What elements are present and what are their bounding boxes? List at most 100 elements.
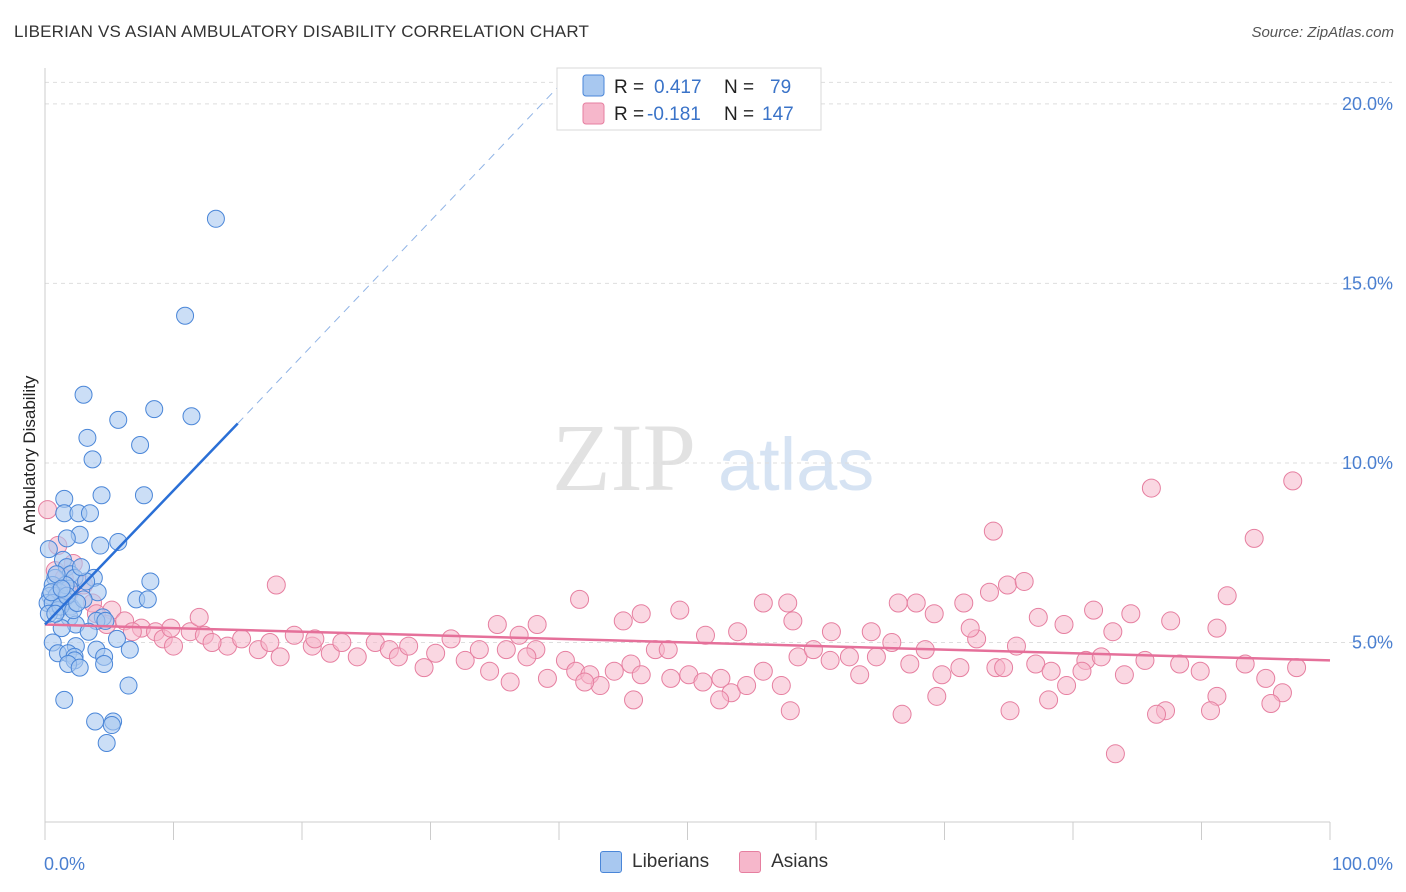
y-tick-label-0: 5.0%	[1352, 632, 1393, 652]
asian-point-24	[284, 625, 304, 645]
liberian-point-63	[86, 712, 105, 731]
liberian-point-47	[79, 622, 98, 641]
asian-point-113	[631, 604, 651, 624]
liberian-point-6	[78, 428, 97, 447]
asian-point-49	[631, 665, 651, 685]
asian-point-57	[753, 661, 773, 681]
asian-point-85	[1256, 668, 1276, 688]
asian-point-127	[575, 672, 595, 692]
liberian-point-66	[97, 734, 116, 753]
asian-point-59	[788, 647, 808, 667]
asian-point-128	[624, 690, 644, 710]
grid-lines	[45, 81, 1392, 643]
asian-point-42	[537, 668, 557, 688]
liberian-point-9	[92, 486, 111, 505]
asian-point-115	[695, 625, 715, 645]
y-axis-title: Ambulatory Disability	[20, 375, 39, 534]
asian-point-126	[500, 672, 520, 692]
asian-point-131	[892, 704, 912, 724]
asian-point-122	[487, 615, 507, 635]
legend-swatch-asians	[582, 102, 605, 125]
legend-r-value-1: 0.417	[654, 77, 702, 98]
asian-point-106	[1244, 528, 1264, 548]
bottom-legend: Liberians Asians	[600, 851, 858, 873]
asian-point-40	[509, 625, 529, 645]
asian-point-33	[414, 658, 434, 678]
asian-point-78	[1114, 665, 1134, 685]
asian-point-23	[270, 647, 290, 667]
liberian-point-19	[39, 540, 58, 559]
asian-point-140	[266, 575, 286, 595]
legend-swatch-liberians-bottom	[600, 851, 622, 873]
asian-point-87	[1287, 658, 1307, 678]
asian-point-58	[771, 676, 791, 696]
y-tick-label-3: 20.0%	[1342, 94, 1393, 114]
legend-item-asians[interactable]: Asians	[739, 851, 828, 873]
asian-point-98	[1054, 615, 1074, 635]
liberian-points	[38, 209, 225, 753]
asian-point-53	[693, 672, 713, 692]
asian-point-61	[820, 650, 840, 670]
asian-point-116	[728, 622, 748, 642]
legend-r-label-2: R =	[614, 104, 644, 125]
legend-n-label-2: N =	[724, 104, 754, 125]
asian-point-117	[753, 593, 773, 613]
legend-label-asians: Asians	[771, 851, 829, 872]
asian-point-91	[906, 593, 926, 613]
legend-r-label-1: R =	[614, 77, 644, 98]
asian-point-39	[496, 640, 516, 660]
asian-point-93	[954, 593, 974, 613]
asian-point-20	[232, 629, 252, 649]
asian-point-66	[900, 654, 920, 674]
liberian-point-3	[109, 410, 128, 429]
asian-point-19	[202, 632, 222, 652]
legend-n-value-2: 147	[762, 104, 794, 125]
asian-point-108	[1217, 586, 1237, 606]
asian-point-111	[570, 589, 590, 609]
asian-point-63	[850, 665, 870, 685]
liberian-point-7	[131, 436, 150, 454]
asian-point-36	[455, 650, 475, 670]
asian-point-99	[1084, 600, 1104, 620]
asian-point-62	[839, 647, 859, 667]
chart-title: LIBERIAN VS ASIAN AMBULATORY DISABILITY …	[14, 22, 590, 41]
liberian-point-77	[52, 579, 71, 598]
legend-item-liberians[interactable]: Liberians	[600, 851, 709, 873]
asian-point-138	[189, 607, 209, 627]
asian-point-112	[613, 611, 633, 631]
asian-point-60	[803, 640, 823, 660]
liberian-point-70	[71, 558, 90, 577]
asian-point-142	[305, 629, 325, 649]
legend-r-value-2: -0.181	[647, 104, 701, 125]
liberian-point-1	[176, 306, 195, 325]
legend-label-liberians: Liberians	[632, 851, 710, 872]
liberian-point-65	[102, 716, 121, 735]
asian-point-90	[888, 593, 908, 613]
asian-point-92	[924, 604, 944, 624]
x-tick-label-0: 0.0%	[44, 854, 85, 874]
liberian-point-62	[55, 690, 74, 709]
liberian-point-5	[182, 407, 201, 426]
liberian-point-14	[80, 504, 99, 523]
legend-swatch-asians-bottom	[739, 851, 762, 873]
asian-point-88	[1072, 661, 1092, 681]
asian-point-120	[821, 622, 841, 642]
liberian-point-48	[107, 629, 126, 648]
asian-point-47	[604, 661, 624, 681]
asian-point-15	[164, 636, 183, 656]
asian-point-104	[983, 521, 1003, 541]
watermark-zip: ZIP	[552, 404, 696, 511]
asian-point-114	[670, 600, 690, 620]
asian-point-81	[1170, 654, 1190, 674]
liberian-point-34	[138, 590, 157, 609]
liberian-point-0	[206, 209, 225, 228]
asian-points	[38, 471, 1307, 764]
y-tick-label-2: 15.0%	[1342, 273, 1393, 293]
asian-point-75	[1057, 676, 1077, 696]
asian-point-22	[260, 632, 280, 652]
asian-point-82	[1190, 661, 1210, 681]
asian-point-68	[932, 665, 952, 685]
y-tick-label-1: 10.0%	[1342, 453, 1393, 473]
asian-point-37	[469, 640, 489, 660]
top-legend: R = 0.417 N = 79 R = -0.181 N = 147	[556, 67, 822, 131]
